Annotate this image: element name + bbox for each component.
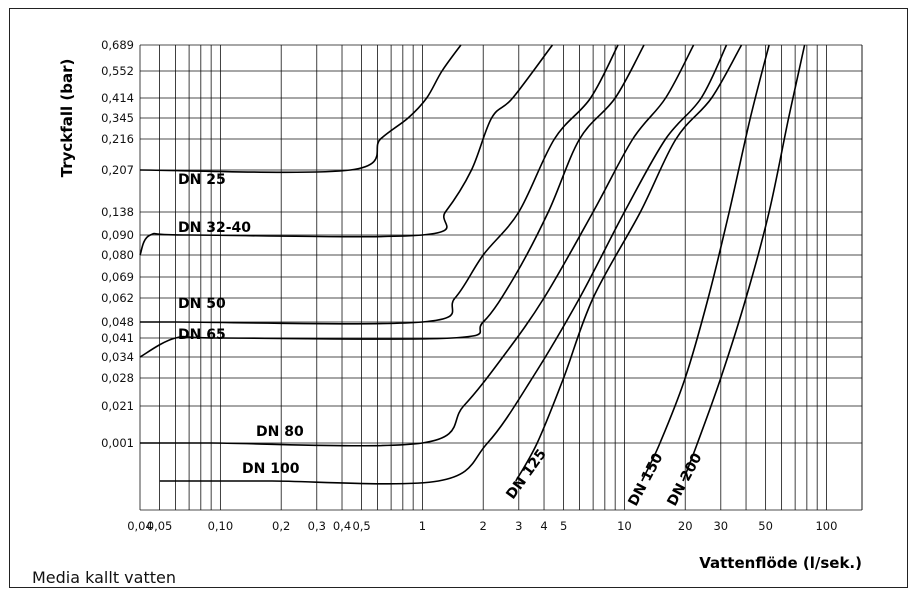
- series-line-dn-200: [682, 44, 806, 482]
- series-label-dn-125: DN 125: [503, 446, 550, 502]
- y-axis-title: Tryckfall (bar): [58, 59, 76, 178]
- y-tick-label: 0,021: [101, 399, 134, 413]
- x-axis-title: Vattenflöde (l/sek.): [699, 554, 862, 572]
- series-label-dn-100: DN 100: [242, 461, 300, 477]
- x-tick-label: 0,04: [127, 519, 153, 533]
- y-tick-label: 0,414: [101, 91, 134, 105]
- y-tick-label: 0,090: [101, 228, 134, 242]
- y-tick-label: 0,345: [101, 111, 134, 125]
- y-tick-label: 0,048: [101, 315, 134, 329]
- series-label-dn-80: DN 80: [256, 424, 304, 440]
- x-tick-label: 0,4: [333, 519, 351, 533]
- chart-frame: [9, 8, 908, 588]
- x-tick-label: 2: [480, 519, 487, 533]
- series-label-dn-25: DN 25: [178, 172, 226, 188]
- y-tick-label: 0,216: [101, 132, 134, 146]
- series-label-dn-65: DN 65: [178, 327, 226, 343]
- series-line-dn-125: [515, 44, 743, 482]
- x-tick-label: 0,3: [308, 519, 326, 533]
- x-tick-label: 1: [419, 519, 426, 533]
- y-tick-label: 0,207: [101, 163, 134, 177]
- x-tick-label: 4: [540, 519, 547, 533]
- x-tick-label: 3: [515, 519, 522, 533]
- curves: [139, 44, 806, 485]
- y-tick-label: 0,689: [101, 38, 134, 52]
- series-label-dn-32-40: DN 32-40: [178, 220, 251, 236]
- x-tick-label: 0,2: [272, 519, 290, 533]
- x-tick-label: 30: [713, 519, 728, 533]
- y-tick-label: 0,041: [101, 331, 134, 345]
- y-tick-label: 0,034: [101, 350, 134, 364]
- y-tick-label: 0,080: [101, 248, 134, 262]
- grid: [139, 44, 863, 511]
- series-line-dn-80: [140, 44, 695, 447]
- series-line-dn-100: [159, 44, 728, 485]
- y-tick-label: 0,138: [101, 205, 134, 219]
- series-line-dn-65: [139, 44, 645, 358]
- x-tick-label: 0,5: [352, 519, 370, 533]
- y-tick-label: 0,028: [101, 371, 134, 385]
- series-label-dn-50: DN 50: [178, 296, 226, 312]
- tick-labels: 0,040,05 0,10 0,2 0,3 0,4 0,5 1 2 3 4 5 10 20 30 50 100…: [101, 38, 837, 533]
- x-tick-label: 0,05: [147, 519, 173, 533]
- y-tick-label: 0,001: [101, 436, 134, 450]
- y-tick-label: 0,069: [101, 270, 134, 284]
- x-tick-label: 20: [678, 519, 693, 533]
- x-tick-label: 5: [560, 519, 567, 533]
- series-line-dn-150: [641, 44, 770, 482]
- chart-caption: Media kallt vatten: [32, 568, 176, 587]
- series-line-dn-32-40: [139, 44, 554, 256]
- y-tick-label: 0,062: [101, 291, 134, 305]
- x-tick-label: 100: [815, 519, 837, 533]
- x-tick-label: 50: [758, 519, 773, 533]
- y-tick-label: 0,552: [101, 64, 134, 78]
- x-tick-label: 0,10: [208, 519, 234, 533]
- x-tick-label: 10: [617, 519, 632, 533]
- series-label-dn-150: DN 150: [625, 450, 666, 508]
- series-line-dn-25: [139, 44, 462, 174]
- series-line-dn-50: [140, 44, 619, 325]
- series-labels: DN 25 DN 32-40 DN 50 DN 65 DN 80 DN 100 DN 125…: [178, 172, 706, 509]
